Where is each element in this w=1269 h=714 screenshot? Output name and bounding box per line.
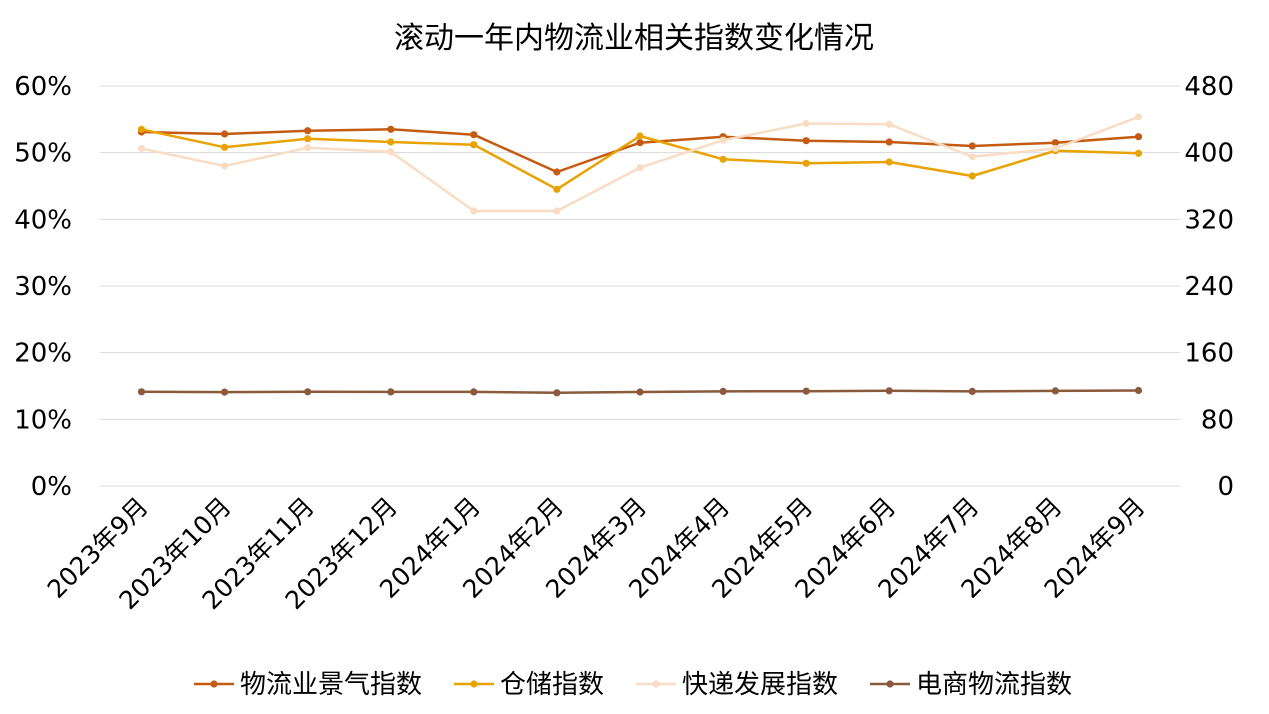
right-axis: 0 80 160 240 320 400 480 [1184,72,1234,502]
data-point [802,159,810,167]
legend-swatch-marker [210,680,218,688]
data-point [221,130,229,138]
legend-swatch-marker [886,680,894,688]
legend-item-2: 仓储指数 [454,670,604,700]
data-point [1134,149,1143,157]
data-point [636,139,644,147]
legend-label: 快递发展指数 [682,670,838,700]
data-point [221,143,229,151]
data-point [968,142,976,150]
data-point [1134,113,1143,121]
data-point [137,144,146,153]
series-2 [137,125,1143,193]
x-axis: 2023年9月2023年10月2023年11月2023年12月2024年1月20… [42,492,1151,615]
data-point [1051,139,1059,147]
data-point [885,138,893,146]
y-right-tick-label: 80 [1201,405,1234,435]
data-point [553,389,561,397]
y-left-tick-label: 60% [14,72,72,102]
data-point [387,138,395,146]
y-right-tick-label: 480 [1184,72,1234,102]
series-layer [137,113,1143,397]
chart-title: 滚动一年内物流业相关指数变化情况 [394,21,874,56]
data-point [802,119,810,128]
y-right-tick-label: 320 [1184,205,1234,235]
y-left-tick-label: 30% [14,272,72,302]
data-point [137,125,146,133]
data-point [553,207,561,215]
data-point [387,125,395,133]
data-point [470,141,478,149]
series-3 [137,113,1143,215]
data-point [719,136,727,144]
data-point [636,132,644,140]
legend-label: 物流业景气指数 [240,670,422,700]
legend: 物流业景气指数 仓储指数 快递发展指数 电商物流指数 [194,670,1072,700]
y-right-tick-label: 240 [1184,272,1234,302]
y-left-tick-label: 40% [14,205,72,235]
data-point [553,185,561,193]
data-point [885,387,893,395]
data-point [553,168,561,176]
data-point [304,144,312,152]
data-point [304,127,312,135]
data-point [719,155,727,163]
data-point [719,387,727,395]
legend-swatch-marker [652,680,660,688]
data-point [885,158,893,166]
data-point [968,387,976,395]
data-point [387,388,395,396]
data-point [221,388,229,396]
data-point [387,148,395,156]
data-point [636,388,644,396]
data-point [636,164,644,172]
data-point [304,135,312,143]
legend-swatch-marker [470,680,478,688]
data-point [968,153,976,161]
y-right-tick-label: 0 [1217,472,1234,502]
y-left-tick-label: 10% [14,405,72,435]
data-point [1134,386,1143,395]
data-point [470,388,478,396]
data-point [304,388,312,396]
y-right-tick-label: 160 [1184,339,1234,369]
y-left-tick-label: 20% [14,339,72,369]
legend-item-1: 物流业景气指数 [194,670,422,700]
data-point [1051,144,1059,153]
data-point [968,172,976,180]
data-point [221,162,229,170]
y-left-tick-label: 0% [31,472,72,502]
y-left-tick-label: 50% [14,139,72,169]
legend-item-3: 快递发展指数 [636,670,838,700]
data-point [137,388,146,396]
data-point [802,387,810,395]
left-axis: 0% 10% 20% 30% 40% 50% 60% [14,72,72,502]
data-point [885,120,893,128]
data-point [470,207,478,215]
data-point [470,131,478,139]
legend-item-4: 电商物流指数 [870,670,1072,700]
data-point [1051,387,1059,395]
y-right-tick-label: 400 [1184,139,1234,169]
series-4 [137,386,1143,397]
data-point [1134,133,1143,141]
data-point [802,137,810,145]
legend-label: 电商物流指数 [916,670,1072,700]
legend-label: 仓储指数 [500,670,604,700]
